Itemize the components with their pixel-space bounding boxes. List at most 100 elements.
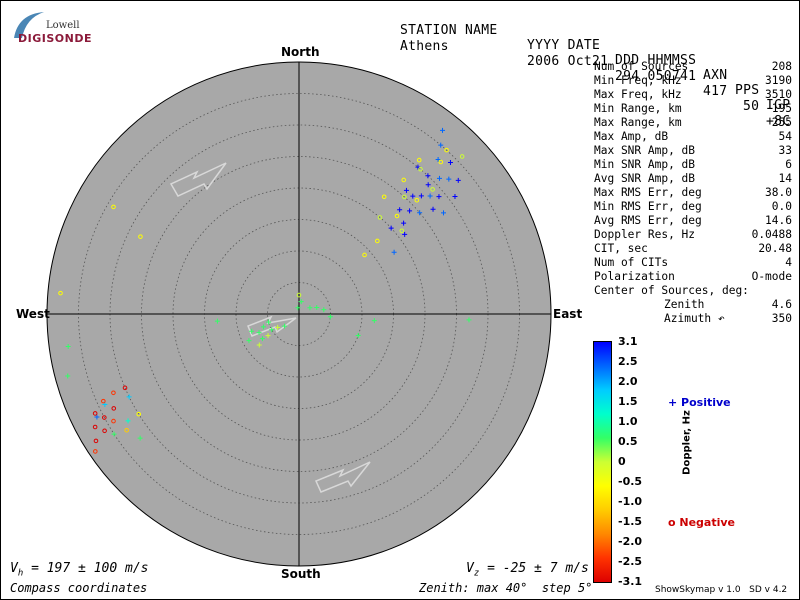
positive-doppler-point [298,299,304,305]
stat-value: 3190 [765,74,792,87]
negative-doppler-point [394,213,400,219]
stat-value: 255 [771,116,792,129]
stat-label: Min SNR Amp, dB [594,158,696,171]
positive-doppler-point [259,336,265,342]
negative-doppler-point [401,177,407,183]
positive-doppler-point [438,142,444,148]
positive-doppler-point [397,207,403,213]
logo-line2: DIGISONDE [18,32,92,45]
header-labels-row: STATION NAME YYYY DATE DDD HHMMSS AXN PP… [400,8,790,113]
stat-row: Zenith 4.6 [594,298,792,312]
positive-doppler-point [266,319,272,325]
stat-label: Num of Sources [594,60,689,73]
negative-doppler-point [124,427,129,433]
stats-panel: Num of Sources 208 Min Freq, kHz 3190 Max Fr… [594,60,792,326]
stat-label: CIT, sec [594,242,648,255]
positive-doppler-point [111,431,117,437]
legend-positive: + Positive [668,396,731,409]
compass-east: East [553,307,583,321]
stat-value: 33 [778,144,792,157]
negative-doppler-point [122,385,128,391]
positive-doppler-point [249,328,255,334]
stat-value: 0.0488 [751,228,792,241]
header-value-pps: 50 [743,99,760,114]
negative-doppler-point [381,194,387,200]
positive-doppler-point [447,160,453,166]
positive-doppler-point [440,127,446,133]
positive-doppler-point [388,225,394,231]
negative-doppler-point [92,424,98,430]
stat-row: Max Amp, dB 54 [594,130,792,144]
colorbar-tick: -1.5 [618,515,643,528]
stat-row: Min RMS Err, deg 0.0 [594,200,792,214]
legend-negative: o Negative [668,516,736,529]
negative-doppler-point [111,390,116,396]
negative-doppler-point [416,157,422,163]
stat-label: Max Amp, dB [594,130,669,143]
colorbar-tick: 3.1 [618,335,638,348]
positive-doppler-point [65,373,71,379]
stat-value: 14.6 [765,214,792,227]
colorbar-tick: 0 [618,455,626,468]
positive-doppler-point [314,305,320,311]
header-label-axn: AXN [703,68,728,83]
positive-doppler-point [418,193,424,199]
positive-doppler-point [214,318,220,324]
positive-doppler-point [430,206,436,212]
positive-doppler-point [256,342,262,348]
negative-doppler-point [101,398,106,404]
positive-doppler-point [125,418,131,424]
colorbar-tick: 1.0 [618,415,638,428]
stat-row: Avg RMS Err, deg 14.6 [594,214,792,228]
stat-label: Polarization [594,270,675,283]
stat-value: 3510 [765,88,792,101]
positive-doppler-point [126,394,132,400]
colorbar-tick: 2.5 [618,355,638,368]
positive-doppler-point [425,173,431,179]
stat-label: Center of Sources, deg: [594,284,749,297]
vz-value: = -25 ± 7 m/s [479,561,589,576]
stat-row: Min SNR Amp, dB 6 [594,158,792,172]
stat-value: 54 [778,130,792,143]
positive-doppler-point [440,210,446,216]
stat-value: 350 [771,312,792,325]
stat-label: Max Freq, kHz [594,88,682,101]
stat-row: Num of CITs 4 [594,256,792,270]
negative-doppler-point [111,406,117,411]
vz-symbol: V [466,561,474,576]
negative-doppler-point [459,154,465,159]
stat-label: Min Range, km [594,102,682,115]
header-value-time: 294 050741 [615,69,697,84]
positive-doppler-point [307,305,313,311]
negative-doppler-point [136,411,142,417]
stat-label: Avg SNR Amp, dB [594,172,696,185]
colorbar-tick: -0.5 [618,475,643,488]
stat-value: 4.6 [771,298,792,311]
stat-label: Min Freq, kHz [594,74,682,87]
stat-label: Max Range, km [594,116,682,129]
stat-label: Num of CITs [594,256,669,269]
zenith-scale-label: Zenith: max 40° step 5° [419,581,593,595]
negative-doppler-point [438,159,444,165]
negative-doppler-point [377,215,383,220]
positive-doppler-point [295,305,301,311]
header-label-time: DDD HHMMSS [615,53,697,68]
positive-doppler-point [427,193,433,199]
positive-doppler-point [275,324,281,330]
colorbar-tick: -2.0 [618,535,643,548]
positive-doppler-point [446,176,452,182]
stat-row: Avg SNR Amp, dB 14 [594,172,792,186]
stat-value: 0.0 [771,200,792,213]
positive-doppler-point [269,327,275,333]
stat-row: Center of Sources, deg: [594,284,792,298]
negative-doppler-point [414,197,420,203]
header-label-pps: PPS [735,83,760,98]
negative-doppler-point [102,428,107,434]
header-value-date: 2006 Oct21 [527,54,609,69]
doppler-colorbar [593,341,612,583]
positive-doppler-point [327,314,333,320]
stat-value: 195 [771,102,792,115]
colorbar-tick: -2.5 [618,555,643,568]
compass-north: North [281,45,320,59]
positive-doppler-point [371,318,377,324]
